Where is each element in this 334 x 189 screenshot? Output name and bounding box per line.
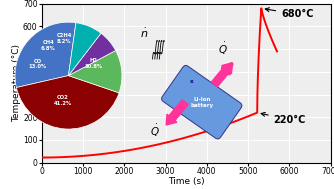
Wedge shape	[16, 76, 119, 129]
Wedge shape	[68, 33, 116, 76]
FancyBboxPatch shape	[162, 65, 242, 139]
Text: $\dot{n}$: $\dot{n}$	[141, 27, 149, 40]
X-axis label: Time (s): Time (s)	[168, 177, 204, 186]
Text: H2
30.8%: H2 30.8%	[84, 58, 103, 69]
FancyArrow shape	[211, 63, 232, 87]
Text: x: x	[190, 79, 193, 84]
Text: CH4
6.8%: CH4 6.8%	[41, 40, 56, 51]
Text: $\dot{Q}$: $\dot{Q}$	[218, 41, 228, 57]
Text: C2H4
8.2%: C2H4 8.2%	[56, 33, 72, 44]
Wedge shape	[68, 50, 122, 93]
Text: CO2
41.2%: CO2 41.2%	[53, 95, 72, 106]
Wedge shape	[68, 23, 101, 76]
Text: $\dot{Q}$: $\dot{Q}$	[150, 123, 160, 139]
Text: 220°C: 220°C	[261, 112, 306, 125]
Y-axis label: Temperature (°C): Temperature (°C)	[13, 44, 22, 122]
Text: CO
13.0%: CO 13.0%	[28, 59, 46, 69]
Wedge shape	[15, 22, 76, 88]
Text: Li-Ion
battery: Li-Ion battery	[190, 97, 213, 108]
FancyArrow shape	[166, 100, 188, 125]
Text: 680°C: 680°C	[265, 8, 314, 19]
